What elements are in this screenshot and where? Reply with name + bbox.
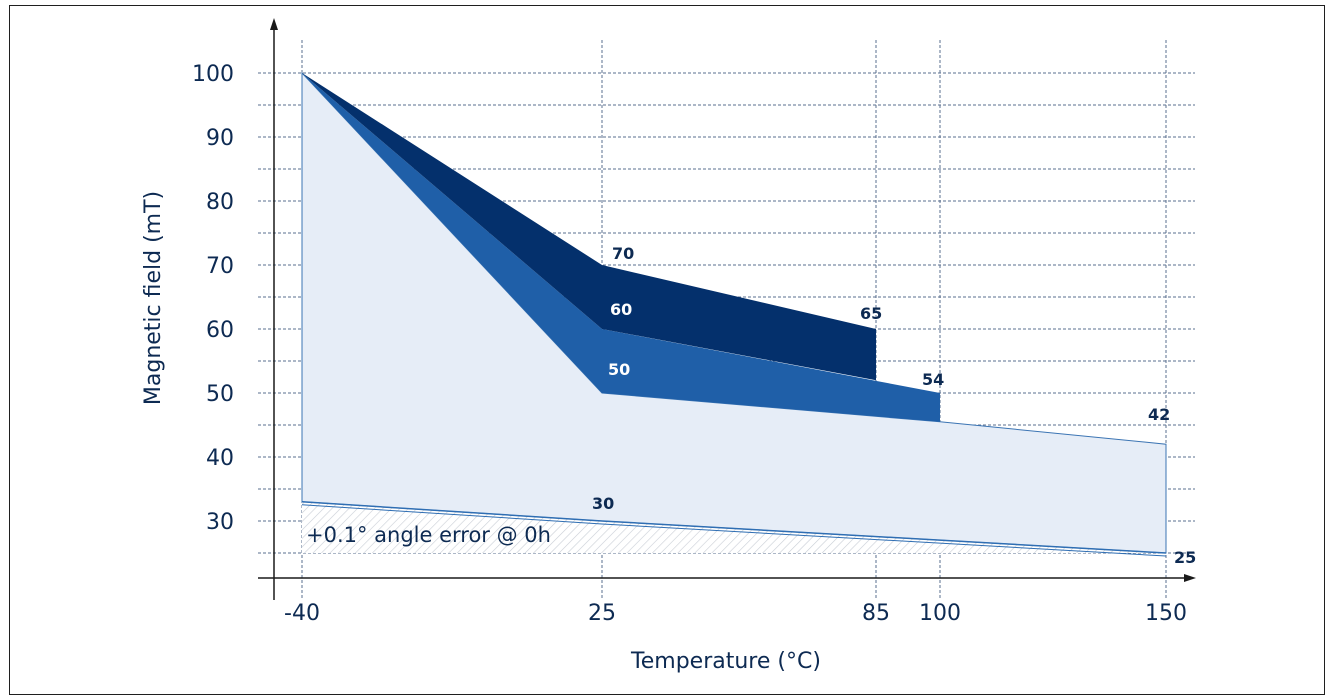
x-tick-label: 150 xyxy=(1145,601,1187,626)
x-tick-labels: -40 25 85 100 150 xyxy=(284,601,1187,626)
data-label: 54 xyxy=(922,370,944,389)
y-tick-label: 30 xyxy=(206,510,234,535)
band-medium xyxy=(302,73,940,422)
x-axis-arrow xyxy=(1184,574,1196,582)
lower-edge-line xyxy=(301,501,1167,554)
data-label: 50 xyxy=(608,360,630,379)
y-axis-arrow xyxy=(270,18,278,30)
y-tick-label: 50 xyxy=(206,382,234,407)
y-tick-label: 40 xyxy=(206,446,234,471)
hatched-error-band xyxy=(302,501,1166,553)
y-axis-label: Magnetic field (mT) xyxy=(141,191,166,405)
x-tick-label: 25 xyxy=(588,601,616,626)
x-tick-label: 100 xyxy=(919,601,961,626)
lower-edge-line xyxy=(301,504,1167,557)
y-tick-label: 100 xyxy=(192,62,234,87)
data-label: 70 xyxy=(612,244,634,263)
angle-error-annotation: +0.1° angle error @ 0h xyxy=(306,523,551,547)
data-label: 30 xyxy=(592,494,614,513)
y-tick-label: 90 xyxy=(206,126,234,151)
data-label: 25 xyxy=(1174,548,1196,567)
x-axis-label: Temperature (°C) xyxy=(630,649,821,674)
data-labels: 70 60 50 65 54 42 30 25 xyxy=(592,244,1196,567)
axes xyxy=(258,18,1196,600)
data-label: 65 xyxy=(860,304,882,323)
x-tick-label: 85 xyxy=(862,601,890,626)
band-dark xyxy=(302,73,876,381)
y-tick-label: 60 xyxy=(206,318,234,343)
x-tick-label: -40 xyxy=(284,601,320,626)
data-label: 42 xyxy=(1148,405,1170,424)
y-tick-labels: 30 40 50 60 70 80 90 100 xyxy=(192,62,234,535)
y-tick-label: 70 xyxy=(206,254,234,279)
area-bands xyxy=(301,71,1167,557)
data-label: 60 xyxy=(610,300,632,319)
y-tick-label: 80 xyxy=(206,190,234,215)
